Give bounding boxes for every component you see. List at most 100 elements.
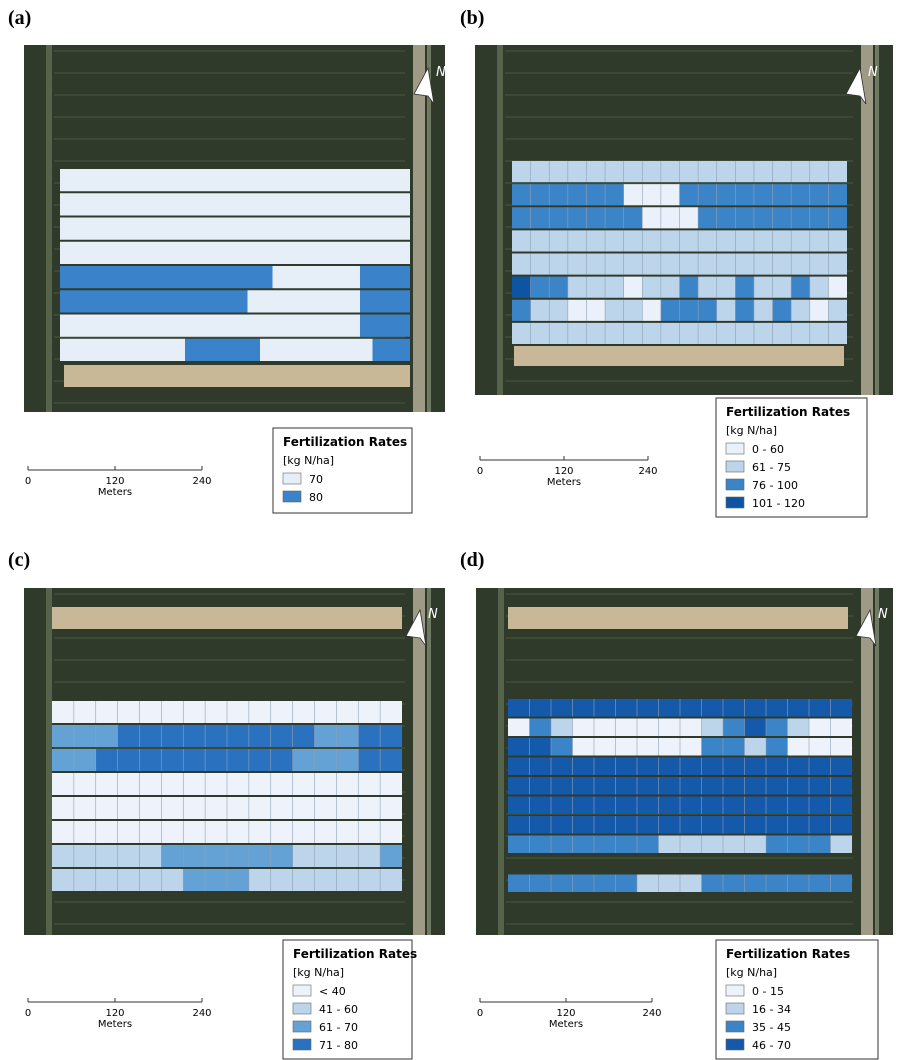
road (413, 45, 425, 412)
scale-label: 120 (556, 1008, 575, 1019)
management-zone (735, 300, 754, 321)
legend-item-label: 0 - 60 (752, 443, 784, 456)
legend-item-label: 0 - 15 (752, 985, 784, 998)
scale-label: 120 (105, 1008, 124, 1019)
management-zone (248, 290, 361, 312)
management-zone (766, 738, 788, 756)
legend-swatch (283, 473, 301, 484)
management-zone (791, 300, 810, 321)
panel-label: (d) (460, 549, 484, 571)
management-zone (624, 277, 643, 298)
legend-item-label: 46 - 70 (752, 1039, 791, 1052)
north-label: N (878, 607, 888, 622)
management-zone (745, 738, 767, 756)
management-zone (273, 266, 361, 288)
management-zone (723, 719, 745, 737)
legend-swatch (726, 497, 744, 508)
management-zone (360, 266, 410, 288)
legend-swatch (726, 461, 744, 472)
legend-item-label: 70 (309, 473, 323, 486)
bare-strip (64, 365, 410, 387)
scale-label: 0 (25, 1008, 31, 1019)
bare-strip (514, 346, 844, 366)
legend-swatch (293, 1003, 311, 1014)
scale-label: 0 (477, 466, 483, 477)
field-edge (46, 588, 52, 935)
legend-title: Fertilization Rates (293, 947, 417, 961)
legend-item-label: 80 (309, 491, 323, 504)
management-zone (831, 836, 853, 854)
legend-item-label: 61 - 70 (319, 1021, 358, 1034)
management-zone (530, 719, 552, 737)
legend-swatch (293, 1021, 311, 1032)
management-zone (680, 184, 848, 205)
management-zone (702, 875, 853, 893)
legend-swatch (726, 443, 744, 454)
management-zone (551, 719, 573, 737)
canal (427, 45, 431, 412)
legend-item-label: 101 - 120 (752, 497, 805, 510)
management-zone (260, 339, 373, 361)
panel: (b)NFertilization Rates[kg N/ha]0 - 6061… (460, 7, 893, 517)
north-label: N (428, 607, 438, 622)
management-zone (637, 875, 702, 893)
management-zone (60, 193, 410, 215)
legend-item-label: < 40 (319, 985, 346, 998)
legend-swatch (726, 479, 744, 490)
legend-unit: [kg N/ha] (726, 424, 777, 437)
management-zone (380, 845, 402, 867)
scale-label: 240 (192, 1008, 211, 1019)
scale-unit: Meters (98, 487, 132, 498)
legend-item-label: 61 - 75 (752, 461, 791, 474)
scale-label: 240 (192, 476, 211, 487)
management-zone (702, 719, 724, 737)
management-zone (828, 277, 847, 298)
scale-label: 0 (25, 476, 31, 487)
management-zone (717, 300, 736, 321)
canal (427, 588, 431, 935)
management-zone (680, 277, 699, 298)
management-zone (791, 277, 810, 298)
management-zone (60, 242, 410, 264)
legend-unit: [kg N/ha] (293, 966, 344, 979)
legend-swatch (726, 1021, 744, 1032)
management-zone (766, 836, 831, 854)
management-zone (788, 738, 853, 756)
management-zone (512, 277, 531, 298)
scale-label: 240 (642, 1008, 661, 1019)
management-zone (745, 719, 767, 737)
management-zone (810, 277, 829, 298)
scale-label: 0 (477, 1008, 483, 1019)
scale-unit: Meters (547, 477, 581, 488)
management-zone (624, 184, 680, 205)
management-zone (735, 277, 754, 298)
legend-title: Fertilization Rates (726, 405, 850, 419)
legend-swatch (283, 491, 301, 502)
legend-title: Fertilization Rates (726, 947, 850, 961)
management-zone (60, 339, 185, 361)
management-zone (512, 207, 642, 228)
panel-label: (b) (460, 7, 484, 29)
management-zone (96, 749, 293, 771)
management-zone (249, 869, 402, 891)
legend-swatch (293, 1039, 311, 1050)
legend-title: Fertilization Rates (283, 435, 407, 449)
management-zone (183, 869, 249, 891)
management-zone (773, 300, 792, 321)
legend-item-label: 76 - 100 (752, 479, 798, 492)
scale-label: 120 (554, 466, 573, 477)
management-zone (60, 169, 410, 191)
legend-swatch (726, 985, 744, 996)
management-zone (659, 836, 767, 854)
canal (875, 45, 879, 395)
field-edge (46, 45, 52, 412)
legend-unit: [kg N/ha] (283, 454, 334, 467)
legend-swatch (726, 1039, 744, 1050)
management-zone (642, 207, 698, 228)
management-zone (568, 277, 624, 298)
management-zone (661, 300, 717, 321)
legend-swatch (726, 1003, 744, 1014)
management-zone (185, 339, 260, 361)
